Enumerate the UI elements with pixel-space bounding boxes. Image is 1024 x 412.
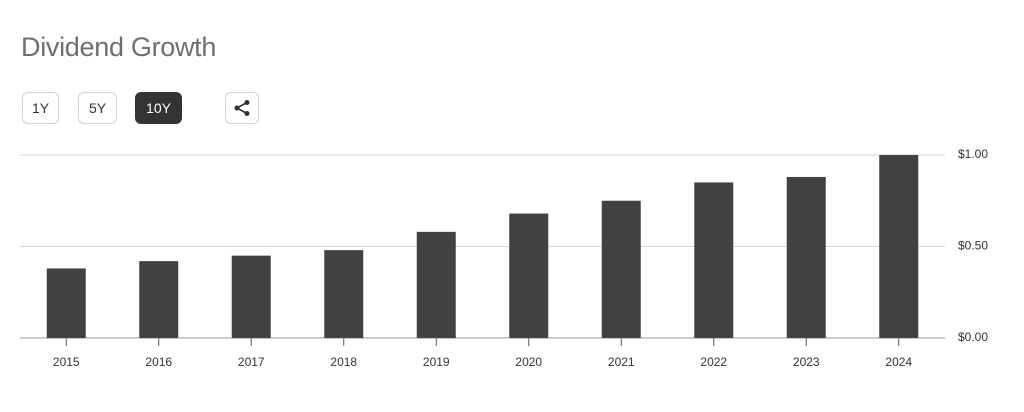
x-tick-label: 2021 [608, 355, 635, 369]
x-tick-label: 2015 [53, 355, 80, 369]
bar [416, 231, 456, 338]
y-tick-label: $0.50 [958, 239, 988, 253]
bar [139, 261, 179, 338]
x-tick-label: 2017 [238, 355, 265, 369]
x-tick-label: 2019 [423, 355, 450, 369]
x-tick-label: 2023 [793, 355, 820, 369]
bar [324, 250, 364, 338]
x-tick-label: 2022 [700, 355, 727, 369]
page-title: Dividend Growth [21, 32, 217, 62]
y-tick-label: $1.00 [958, 147, 988, 161]
x-tick-label: 2020 [515, 355, 542, 369]
bar [601, 200, 641, 338]
bar [231, 255, 271, 338]
bar [786, 176, 826, 338]
x-tick-label: 2024 [885, 355, 912, 369]
bar [46, 268, 86, 338]
bar [509, 213, 549, 338]
x-tick-label: 2016 [145, 355, 172, 369]
y-tick-label: $0.00 [958, 330, 988, 344]
range-button[interactable]: 1Y [22, 92, 59, 124]
share-icon [234, 100, 250, 116]
range-button[interactable]: 5Y [78, 92, 117, 124]
bar [694, 182, 734, 338]
bar [879, 155, 919, 338]
x-tick-label: 2018 [330, 355, 357, 369]
range-button[interactable]: 10Y [135, 92, 182, 124]
share-button[interactable] [225, 92, 259, 124]
